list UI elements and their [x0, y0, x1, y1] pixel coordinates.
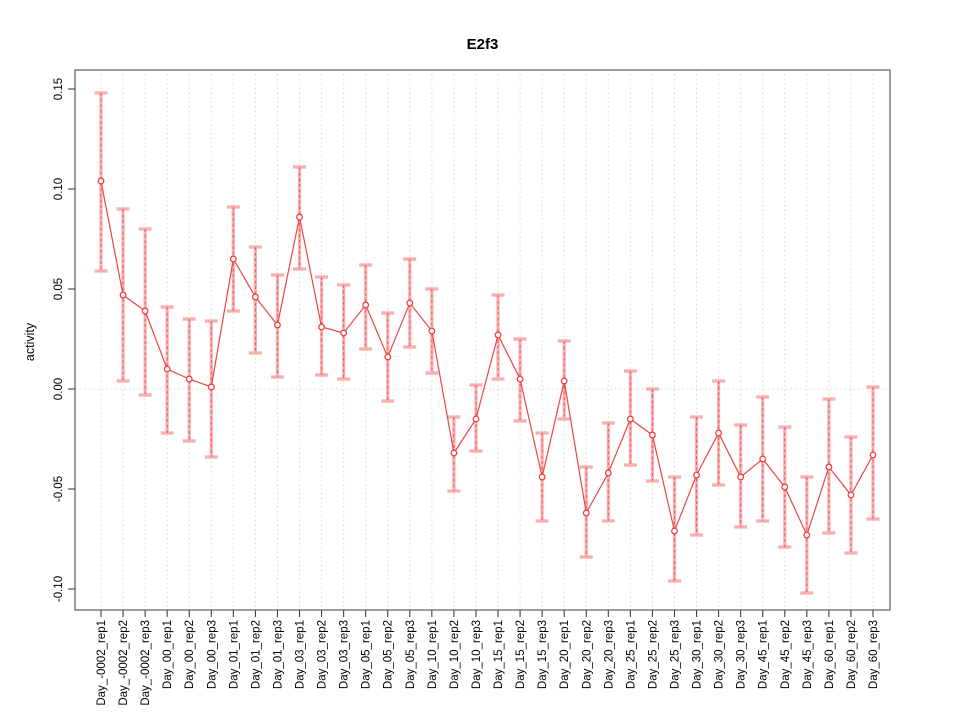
x-tick-label: Day_00_rep2 [184, 620, 196, 689]
data-point [97, 177, 105, 185]
data-point [207, 383, 215, 391]
x-tick-label: Day_00_rep3 [206, 620, 218, 689]
data-point [847, 491, 855, 499]
data-point [715, 429, 723, 437]
y-tick-label: 0.05 [53, 278, 65, 300]
x-tick-label: Day_20_rep3 [603, 620, 615, 689]
data-point [671, 527, 678, 535]
data-point [494, 331, 502, 339]
x-tick-label: Day_25_rep1 [625, 620, 637, 689]
data-point [296, 213, 303, 221]
data-point [406, 299, 414, 307]
data-point [141, 307, 149, 315]
x-tick-label: Day_01_rep3 [272, 620, 284, 689]
x-tick-label: Day_03_rep3 [339, 620, 351, 689]
x-tick-label: Day_15_rep1 [493, 620, 505, 689]
data-point [362, 301, 370, 309]
data-point [604, 469, 612, 477]
x-tick-label: Day_10_rep2 [449, 620, 461, 689]
data-point [274, 321, 281, 329]
data-point [163, 365, 171, 373]
x-tick-label: Day_30_rep3 [736, 620, 748, 689]
x-tick-label: Day_05_rep2 [383, 620, 395, 689]
data-point [648, 431, 656, 439]
y-tick-label: -0.05 [53, 476, 65, 502]
x-tick-label: Day_01_rep1 [228, 620, 240, 689]
x-tick-label: Day_-0002_rep2 [118, 620, 130, 706]
data-point [340, 329, 348, 337]
data-point [693, 471, 700, 479]
series-line [100, 180, 874, 537]
data-point [472, 415, 480, 423]
data-point [737, 473, 745, 481]
x-tick-label: Day_-0002_rep1 [96, 620, 108, 706]
x-tick-label: Day_05_rep1 [361, 620, 373, 689]
x-tick-label: Day_10_rep1 [427, 620, 439, 689]
plot-border [74, 69, 891, 611]
x-tick-label: Day_45_rep3 [802, 620, 814, 689]
data-point [759, 455, 767, 463]
x-tick-label: Day_45_rep1 [758, 620, 770, 689]
data-point [538, 473, 546, 481]
x-tick-label: Day_60_rep3 [868, 620, 880, 689]
x-tick-label: Day_30_rep2 [714, 620, 726, 689]
y-tick-label: -0.10 [53, 576, 65, 602]
x-tick-label: Day_60_rep2 [846, 620, 858, 689]
x-tick-label: Day_25_rep2 [647, 620, 659, 689]
y-tick-label: 0.15 [53, 78, 65, 100]
x-tick-label: Day_45_rep2 [780, 620, 792, 689]
x-tick-label: Day_-0002_rep3 [140, 620, 152, 706]
x-tick-label: Day_15_rep2 [515, 620, 527, 689]
x-tick-label: Day_25_rep3 [669, 620, 681, 689]
data-point [626, 415, 634, 423]
x-tick-label: Day_10_rep3 [471, 620, 483, 689]
data-point [428, 327, 436, 335]
data-point [781, 483, 789, 491]
x-tick-label: Day_60_rep1 [824, 620, 836, 689]
x-tick-label: Day_03_rep2 [317, 620, 329, 689]
x-tick-label: Day_03_rep1 [295, 620, 307, 689]
data-point [251, 293, 259, 301]
x-tick-label: Day_30_rep1 [692, 620, 704, 689]
x-tick-label: Day_20_rep2 [581, 620, 593, 689]
chart-title: E2f3 [466, 36, 499, 53]
data-point [869, 451, 877, 459]
data-point [384, 353, 392, 361]
x-tick-label: Day_20_rep1 [559, 620, 571, 689]
data-point [825, 463, 833, 471]
y-tick-label: 0.10 [53, 178, 65, 200]
data-point [119, 291, 127, 299]
data-point [229, 255, 237, 263]
y-tick-label: 0.00 [53, 378, 65, 400]
data-point [185, 375, 193, 383]
data-point [318, 323, 326, 331]
data-point [582, 509, 590, 517]
x-tick-label: Day_01_rep2 [250, 620, 262, 689]
x-tick-label: Day_00_rep1 [162, 620, 174, 689]
data-point [560, 377, 568, 385]
x-tick-label: Day_15_rep3 [537, 620, 549, 689]
x-tick-label: Day_05_rep3 [405, 620, 417, 689]
data-point [803, 531, 811, 539]
data-point [516, 375, 524, 383]
data-point [450, 449, 458, 457]
